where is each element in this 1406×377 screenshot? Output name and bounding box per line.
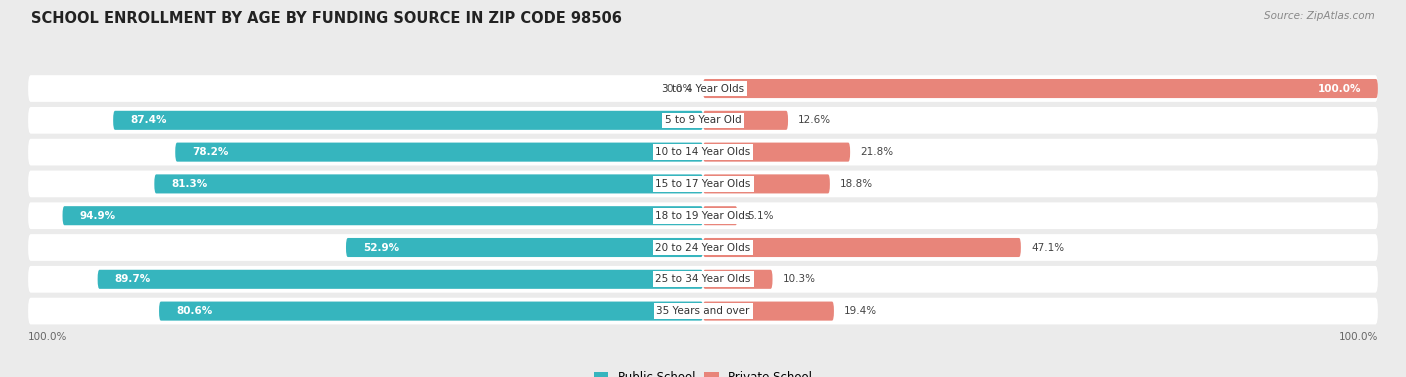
Text: 81.3%: 81.3% [172, 179, 208, 189]
FancyBboxPatch shape [159, 302, 703, 320]
FancyBboxPatch shape [62, 206, 703, 225]
Text: 5 to 9 Year Old: 5 to 9 Year Old [665, 115, 741, 125]
Text: 47.1%: 47.1% [1031, 242, 1064, 253]
Text: 89.7%: 89.7% [114, 274, 150, 284]
FancyBboxPatch shape [112, 111, 703, 130]
FancyBboxPatch shape [346, 238, 703, 257]
FancyBboxPatch shape [28, 75, 1378, 102]
Text: 19.4%: 19.4% [844, 306, 877, 316]
Text: 100.0%: 100.0% [28, 332, 67, 342]
Text: 78.2%: 78.2% [193, 147, 229, 157]
FancyBboxPatch shape [28, 139, 1378, 166]
FancyBboxPatch shape [703, 175, 830, 193]
FancyBboxPatch shape [703, 238, 1021, 257]
FancyBboxPatch shape [176, 143, 703, 162]
FancyBboxPatch shape [28, 107, 1378, 134]
FancyBboxPatch shape [97, 270, 703, 289]
Text: Source: ZipAtlas.com: Source: ZipAtlas.com [1264, 11, 1375, 21]
FancyBboxPatch shape [28, 298, 1378, 325]
Legend: Public School, Private School: Public School, Private School [593, 371, 813, 377]
Text: SCHOOL ENROLLMENT BY AGE BY FUNDING SOURCE IN ZIP CODE 98506: SCHOOL ENROLLMENT BY AGE BY FUNDING SOUR… [31, 11, 621, 26]
Text: 35 Years and over: 35 Years and over [657, 306, 749, 316]
FancyBboxPatch shape [703, 79, 1378, 98]
FancyBboxPatch shape [703, 111, 787, 130]
Text: 10 to 14 Year Olds: 10 to 14 Year Olds [655, 147, 751, 157]
Text: 21.8%: 21.8% [860, 147, 893, 157]
Text: 3 to 4 Year Olds: 3 to 4 Year Olds [662, 84, 744, 93]
Text: 94.9%: 94.9% [79, 211, 115, 221]
FancyBboxPatch shape [703, 270, 772, 289]
Text: 25 to 34 Year Olds: 25 to 34 Year Olds [655, 274, 751, 284]
FancyBboxPatch shape [28, 202, 1378, 229]
FancyBboxPatch shape [28, 266, 1378, 293]
FancyBboxPatch shape [703, 206, 737, 225]
Text: 52.9%: 52.9% [363, 242, 399, 253]
Text: 12.6%: 12.6% [799, 115, 831, 125]
Text: 100.0%: 100.0% [1339, 332, 1378, 342]
Text: 18 to 19 Year Olds: 18 to 19 Year Olds [655, 211, 751, 221]
Text: 100.0%: 100.0% [1317, 84, 1361, 93]
FancyBboxPatch shape [28, 234, 1378, 261]
Text: 5.1%: 5.1% [748, 211, 775, 221]
FancyBboxPatch shape [703, 302, 834, 320]
FancyBboxPatch shape [28, 170, 1378, 197]
Text: 0.0%: 0.0% [666, 84, 693, 93]
Text: 18.8%: 18.8% [839, 179, 873, 189]
Text: 80.6%: 80.6% [176, 306, 212, 316]
FancyBboxPatch shape [155, 175, 703, 193]
Text: 15 to 17 Year Olds: 15 to 17 Year Olds [655, 179, 751, 189]
Text: 10.3%: 10.3% [783, 274, 815, 284]
Text: 87.4%: 87.4% [129, 115, 166, 125]
Text: 20 to 24 Year Olds: 20 to 24 Year Olds [655, 242, 751, 253]
FancyBboxPatch shape [703, 143, 851, 162]
